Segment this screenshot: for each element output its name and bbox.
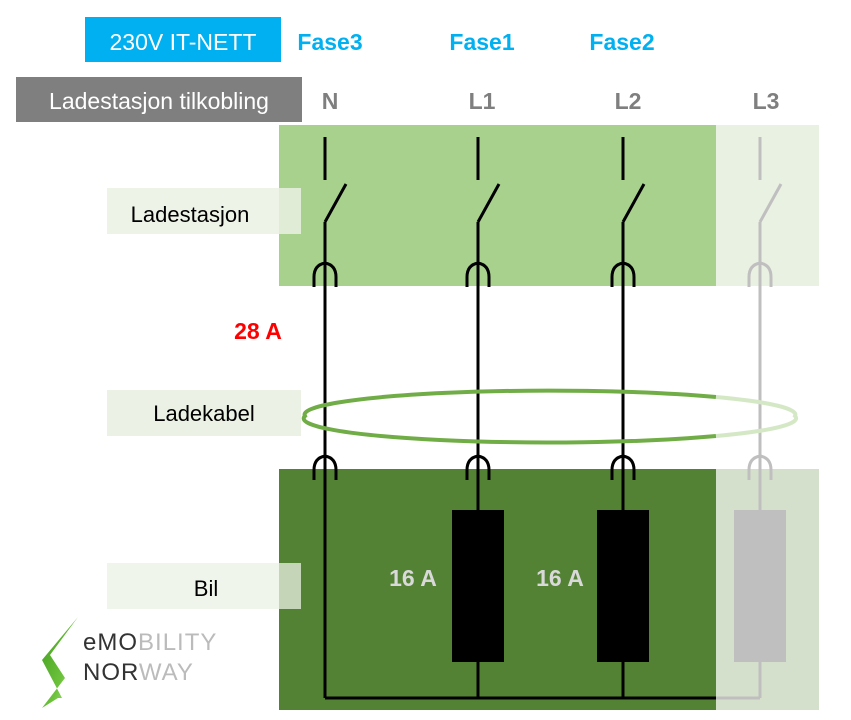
plug-connector-icon: [610, 454, 636, 480]
plug-connector-icon: [610, 261, 636, 287]
conductor-label: L3: [753, 88, 780, 114]
conductor-label: L2: [615, 88, 642, 114]
station-label: Ladestasjon: [131, 202, 250, 227]
switch-blade: [323, 183, 348, 223]
station-area: [279, 125, 716, 286]
car-label-box: [107, 563, 301, 609]
cable-label-box: [107, 390, 301, 436]
connection-badge: [16, 77, 302, 122]
plug-connector-icon: [747, 261, 773, 287]
phase-label: Fase2: [589, 29, 654, 55]
plug-connector-icon: [465, 454, 491, 480]
cable-ring: [301, 388, 717, 445]
load-resistor: [597, 510, 649, 662]
network-label: 230V IT-NETT: [110, 29, 257, 55]
plug-connector-icon: [465, 261, 491, 287]
total-current-label: 28 A: [234, 318, 282, 344]
load-resistor: [452, 510, 504, 662]
cable-ring-inactive: [715, 395, 799, 438]
plug-connector-icon: [312, 261, 338, 287]
conductor-label: N: [322, 88, 339, 114]
conductor-label: L1: [469, 88, 496, 114]
station-label-box: [107, 188, 301, 234]
phase-label: Fase3: [297, 29, 362, 55]
conductors: [312, 137, 786, 700]
plug-connector-icon: [747, 454, 773, 480]
switch-blade: [758, 183, 783, 223]
load-current-label: 16 A: [389, 565, 437, 591]
plug-connector-icon: [312, 454, 338, 480]
switch-blade: [621, 183, 646, 223]
phase-label: Fase1: [449, 29, 514, 55]
svg-text:NORWAY: NORWAY: [83, 659, 194, 686]
logo-bolt-icon: [42, 617, 78, 708]
emobility-norway-logo: eMOBILITY NORWAY: [42, 617, 217, 708]
svg-text:eMOBILITY: eMOBILITY: [83, 629, 217, 656]
load-current-label: 16 A: [536, 565, 584, 591]
car-label: Bil: [194, 576, 218, 601]
cable-label: Ladekabel: [153, 401, 255, 426]
load-resistor: [734, 510, 786, 662]
network-badge: [85, 17, 281, 62]
switch-blade: [476, 183, 501, 223]
connection-label: Ladestasjon tilkobling: [49, 88, 269, 114]
